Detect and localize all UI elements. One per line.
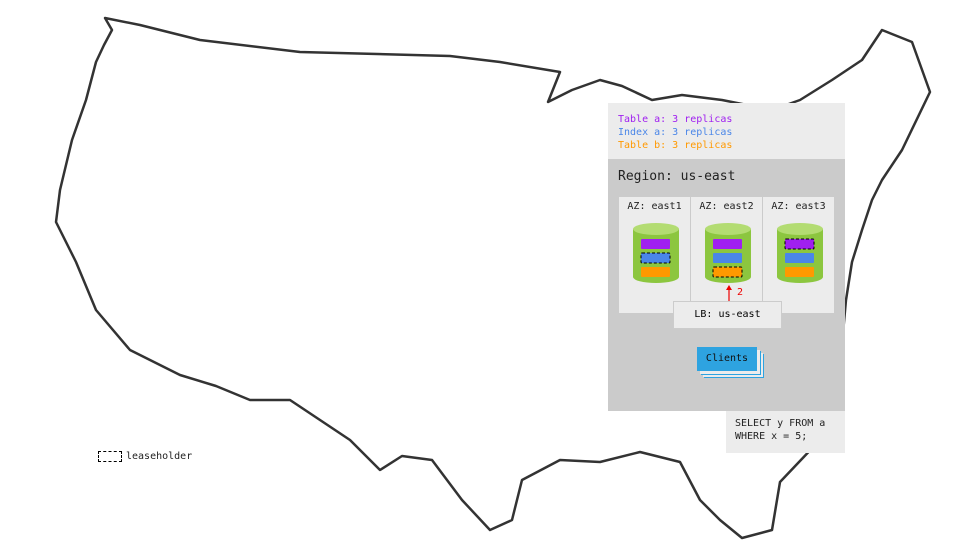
az-label: AZ: east1	[627, 201, 682, 212]
table-b-replica	[785, 267, 814, 277]
az-label: AZ: east2	[699, 201, 754, 212]
sql-query: SELECT y FROM a WHERE x = 5;	[726, 411, 845, 453]
clients-box: Clients	[697, 347, 757, 371]
legend-index-a: Index a: 3 replicas	[618, 127, 733, 138]
replica-legend: Table a: 3 replicas Index a: 3 replicas …	[608, 103, 845, 159]
arrow-up-icon	[726, 285, 732, 301]
table-a-replica	[713, 239, 742, 249]
database-node-icon	[633, 223, 679, 283]
legend-table-b: Table b: 3 replicas	[618, 140, 733, 151]
request-step-label: 2	[737, 287, 744, 298]
load-balancer: LB: us-east	[673, 301, 782, 329]
dashed-box-icon	[98, 451, 122, 462]
legend-table-a: Table a: 3 replicas	[618, 114, 733, 125]
database-node-icon	[705, 223, 751, 283]
region-us-east: Region: us-east AZ: east1 AZ: east2 2 AZ…	[608, 159, 845, 411]
query-line-1: SELECT y FROM a	[735, 418, 826, 429]
table-b-leaseholder	[712, 266, 743, 278]
leaseholder-label: leaseholder	[126, 451, 193, 462]
az-east1: AZ: east1	[619, 197, 690, 313]
leaseholder-legend: leaseholder	[98, 451, 192, 462]
az-east3: AZ: east3	[763, 197, 834, 313]
az-east2: AZ: east2 2	[691, 197, 762, 313]
index-a-leaseholder	[640, 252, 671, 264]
table-a-replica	[641, 239, 670, 249]
region-title: Region: us-east	[618, 169, 736, 184]
index-a-replica	[713, 253, 742, 263]
table-a-leaseholder	[784, 238, 815, 250]
index-a-replica	[785, 253, 814, 263]
table-b-replica	[641, 267, 670, 277]
query-line-2: WHERE x = 5;	[735, 431, 808, 442]
database-node-icon	[777, 223, 823, 283]
az-label: AZ: east3	[771, 201, 826, 212]
